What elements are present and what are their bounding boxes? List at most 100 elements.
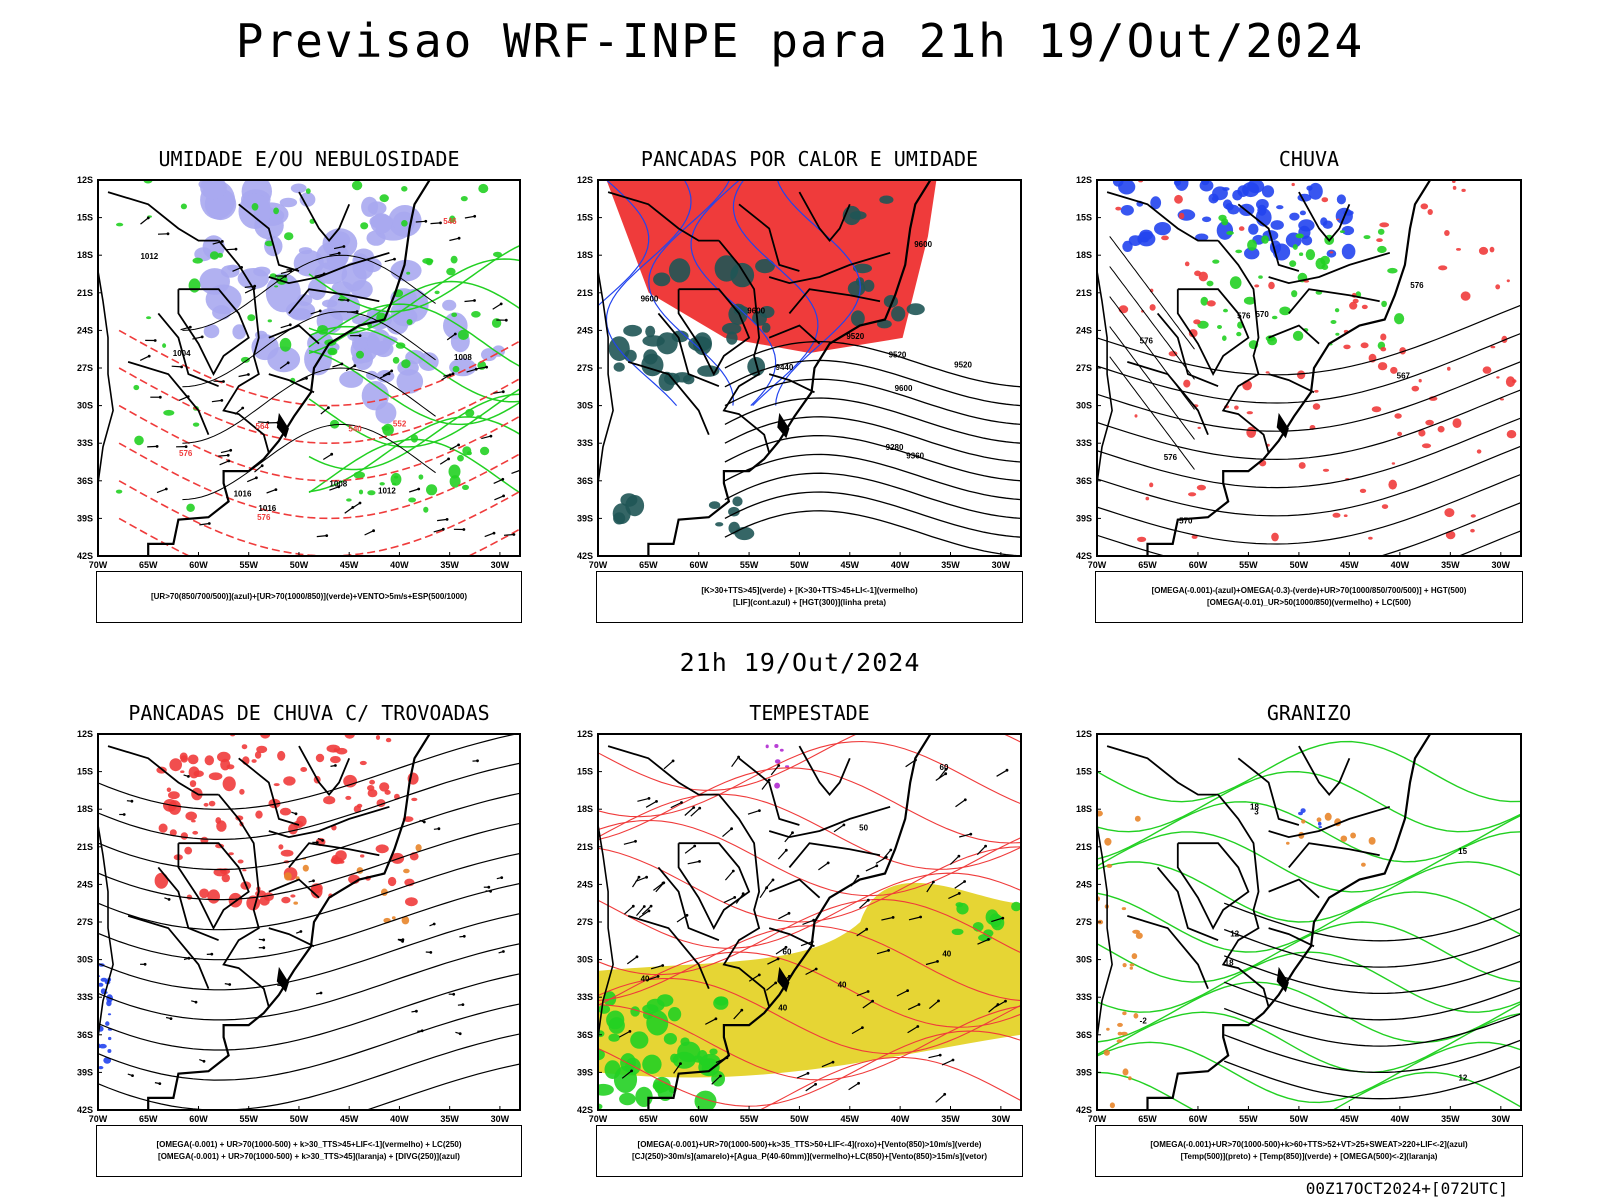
data-region-blob bbox=[221, 873, 230, 883]
wind-vector-head bbox=[512, 533, 516, 536]
wind-vector-head bbox=[453, 332, 457, 336]
data-region-blob bbox=[1300, 808, 1306, 813]
wind-vector bbox=[875, 856, 887, 864]
data-region-blob bbox=[1292, 330, 1304, 341]
data-region-blob bbox=[242, 869, 247, 872]
data-region-blob bbox=[168, 800, 182, 815]
data-region-blob bbox=[169, 758, 182, 772]
contour-line bbox=[98, 1033, 520, 1110]
contour-label: 9520 bbox=[889, 350, 907, 359]
contour-line bbox=[98, 1003, 520, 1081]
wind-vector-head bbox=[698, 860, 701, 863]
lon-tick-label: 60W bbox=[689, 1114, 708, 1124]
wind-vector-head bbox=[502, 494, 505, 498]
data-region-blob bbox=[163, 409, 175, 416]
wind-vector-head bbox=[473, 299, 476, 302]
data-region-blob bbox=[1390, 366, 1398, 374]
state-border bbox=[1156, 866, 1219, 942]
data-region-blob bbox=[289, 308, 312, 321]
wind-vector bbox=[949, 855, 960, 865]
wind-vector bbox=[925, 960, 938, 966]
data-region-blob bbox=[300, 767, 308, 772]
wind-vector-head bbox=[489, 434, 493, 438]
data-region-blob bbox=[1334, 308, 1340, 313]
data-region-blob bbox=[1206, 280, 1214, 287]
lon-tick-label: 55W bbox=[239, 560, 258, 570]
lon-tick-label: 40W bbox=[891, 560, 910, 570]
lon-tick-label: 65W bbox=[1138, 560, 1157, 570]
data-region-blob bbox=[1482, 366, 1492, 374]
wind-vector bbox=[280, 270, 291, 274]
wind-vector bbox=[733, 1009, 743, 1020]
data-region-blob bbox=[255, 810, 263, 819]
wind-vector bbox=[856, 928, 868, 937]
forecast-map: 576 576 570 576 576 570 567 12S 15S 18S 21S 24S 27S 3… bbox=[1076, 176, 1522, 570]
contour-label: 50 bbox=[859, 824, 868, 833]
data-region-blob bbox=[1339, 230, 1345, 233]
data-region-blob bbox=[345, 795, 352, 800]
wind-vector-head bbox=[679, 1062, 682, 1065]
wind-vector-head bbox=[637, 875, 641, 879]
data-region-blob bbox=[1238, 226, 1245, 231]
contour-line bbox=[98, 792, 520, 871]
data-region-blob bbox=[1377, 362, 1388, 371]
legend-line: [OMEGA(-0.001)+UR>70(1000-500)+k>60+TTS>… bbox=[1150, 1140, 1468, 1149]
data-region-blob bbox=[1427, 209, 1433, 215]
lon-tick-label: 55W bbox=[740, 560, 759, 570]
wind-vector bbox=[800, 941, 813, 947]
wind-vector bbox=[279, 362, 289, 369]
contour-line bbox=[308, 244, 520, 313]
contour-label: 570 bbox=[1179, 516, 1193, 525]
contour-label: 540 bbox=[348, 425, 362, 434]
lon-tick-label: 45W bbox=[1340, 1114, 1359, 1124]
data-region-blob bbox=[734, 526, 755, 541]
data-region-blob bbox=[1248, 223, 1259, 235]
data-region-blob bbox=[1437, 425, 1445, 433]
wind-vector bbox=[645, 800, 657, 808]
data-region-blob bbox=[188, 278, 201, 293]
contour-line bbox=[724, 491, 1021, 538]
contour-line bbox=[1223, 1060, 1521, 1100]
data-region-blob bbox=[1202, 216, 1212, 223]
wind-vector bbox=[766, 982, 777, 991]
contour-label: 9520 bbox=[846, 332, 864, 341]
lon-tick-label: 35W bbox=[941, 560, 960, 570]
data-region-blob bbox=[653, 272, 671, 287]
data-region-blob bbox=[1191, 534, 1198, 539]
lat-tick-label: 27S bbox=[577, 917, 593, 927]
data-region-blob bbox=[284, 232, 294, 241]
lat-tick-label: 30S bbox=[1076, 955, 1092, 965]
lon-tick-label: 55W bbox=[1239, 1114, 1258, 1124]
data-region-blob bbox=[302, 864, 309, 872]
data-region-blob bbox=[154, 872, 169, 889]
wind-vector-head bbox=[393, 257, 396, 261]
wind-vector bbox=[663, 760, 674, 770]
wind-vector-head bbox=[937, 999, 940, 1003]
wind-vector-head bbox=[671, 759, 675, 763]
wind-vector-head bbox=[476, 759, 479, 763]
wind-vector-head bbox=[647, 797, 651, 800]
state-border bbox=[1127, 915, 1209, 990]
data-region-blob bbox=[1184, 261, 1190, 267]
wind-vector-head bbox=[401, 938, 405, 942]
data-region-blob bbox=[353, 471, 365, 479]
data-region-blob bbox=[1154, 222, 1171, 236]
data-region-blob bbox=[353, 348, 373, 370]
wind-vector-head bbox=[315, 841, 319, 844]
wind-vector bbox=[140, 217, 149, 225]
data-region-blob bbox=[251, 759, 257, 763]
state-border bbox=[1237, 203, 1300, 272]
lat-tick-label: 18S bbox=[1076, 250, 1092, 260]
wind-vector bbox=[775, 946, 787, 955]
wind-vector-head bbox=[415, 1009, 418, 1013]
wind-vector bbox=[493, 478, 504, 484]
contour-line bbox=[1097, 831, 1521, 893]
lat-tick-label: 39S bbox=[1076, 513, 1092, 523]
contour-line bbox=[1223, 902, 1521, 942]
mid-date-label: 21h 19/Out/2024 bbox=[679, 648, 921, 677]
wind-vector-head bbox=[253, 284, 257, 288]
contour-line bbox=[1223, 955, 1521, 995]
wind-vector-head bbox=[857, 1081, 860, 1085]
state-border bbox=[157, 312, 219, 388]
